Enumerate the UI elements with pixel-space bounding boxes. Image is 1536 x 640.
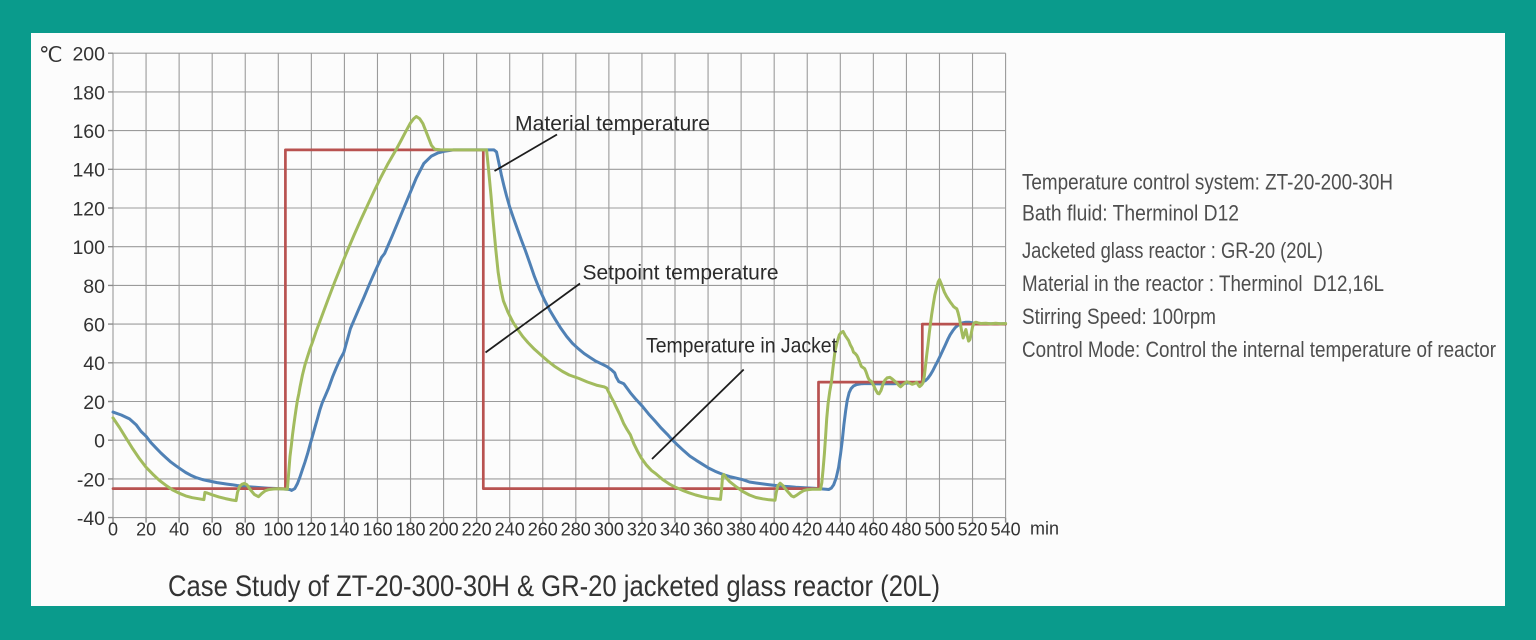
svg-text:Setpoint temperature: Setpoint temperature — [583, 261, 779, 285]
svg-text:100: 100 — [72, 237, 105, 259]
svg-text:420: 420 — [792, 520, 822, 540]
svg-text:Control Mode: Control the inte: Control Mode: Control the internal tempe… — [1022, 337, 1496, 362]
svg-text:80: 80 — [83, 276, 105, 298]
svg-text:160: 160 — [362, 520, 392, 540]
svg-text:320: 320 — [627, 520, 657, 540]
svg-text:Temperature control system: ZT: Temperature control system: ZT-20-200-30… — [1022, 170, 1393, 195]
svg-text:360: 360 — [693, 520, 723, 540]
svg-text:140: 140 — [329, 520, 359, 540]
svg-text:500: 500 — [924, 520, 954, 540]
svg-text:80: 80 — [235, 520, 255, 540]
svg-text:120: 120 — [72, 198, 105, 220]
svg-text:480: 480 — [891, 520, 921, 540]
svg-text:0: 0 — [108, 520, 118, 540]
svg-text:100: 100 — [263, 520, 293, 540]
svg-text:380: 380 — [726, 520, 756, 540]
svg-text:280: 280 — [561, 520, 591, 540]
svg-text:200: 200 — [72, 44, 105, 66]
svg-text:min: min — [1030, 519, 1059, 539]
svg-text:Temperature in Jacket: Temperature in Jacket — [646, 334, 837, 358]
svg-text:40: 40 — [169, 520, 189, 540]
svg-text:Case Study of ZT-20-300-30H &: Case Study of ZT-20-300-30H & GR-20 jack… — [168, 570, 940, 603]
svg-text:40: 40 — [83, 353, 105, 375]
svg-text:260: 260 — [528, 520, 558, 540]
svg-text:440: 440 — [825, 520, 855, 540]
svg-text:Material temperature: Material temperature — [515, 112, 710, 136]
svg-text:20: 20 — [136, 520, 156, 540]
svg-text:160: 160 — [72, 121, 105, 143]
svg-text:120: 120 — [296, 520, 326, 540]
svg-text:220: 220 — [462, 520, 492, 540]
svg-text:340: 340 — [660, 520, 690, 540]
svg-text:540: 540 — [991, 520, 1021, 540]
svg-text:0: 0 — [94, 431, 105, 453]
svg-text:400: 400 — [759, 520, 789, 540]
svg-text:520: 520 — [957, 520, 987, 540]
svg-text:Jacketed glass reactor : GR-20: Jacketed glass reactor : GR-20 (20L) — [1022, 238, 1323, 263]
svg-text:180: 180 — [395, 520, 425, 540]
svg-text:-40: -40 — [77, 508, 105, 530]
svg-text:Bath fluid: Therminol D12: Bath fluid: Therminol D12 — [1022, 201, 1239, 226]
svg-text:Stirring Speed: 100rpm: Stirring Speed: 100rpm — [1022, 304, 1216, 329]
svg-text:460: 460 — [858, 520, 888, 540]
svg-text:60: 60 — [202, 520, 222, 540]
svg-text:-20: -20 — [77, 469, 105, 491]
svg-text:℃: ℃ — [39, 44, 63, 67]
svg-text:60: 60 — [83, 315, 105, 337]
svg-text:240: 240 — [495, 520, 525, 540]
svg-text:140: 140 — [72, 160, 105, 182]
svg-text:Material in the reactor : Ther: Material in the reactor : Therminol D12,… — [1022, 271, 1384, 296]
svg-text:20: 20 — [83, 392, 105, 414]
svg-text:300: 300 — [594, 520, 624, 540]
svg-text:200: 200 — [429, 520, 459, 540]
svg-text:180: 180 — [72, 82, 105, 104]
